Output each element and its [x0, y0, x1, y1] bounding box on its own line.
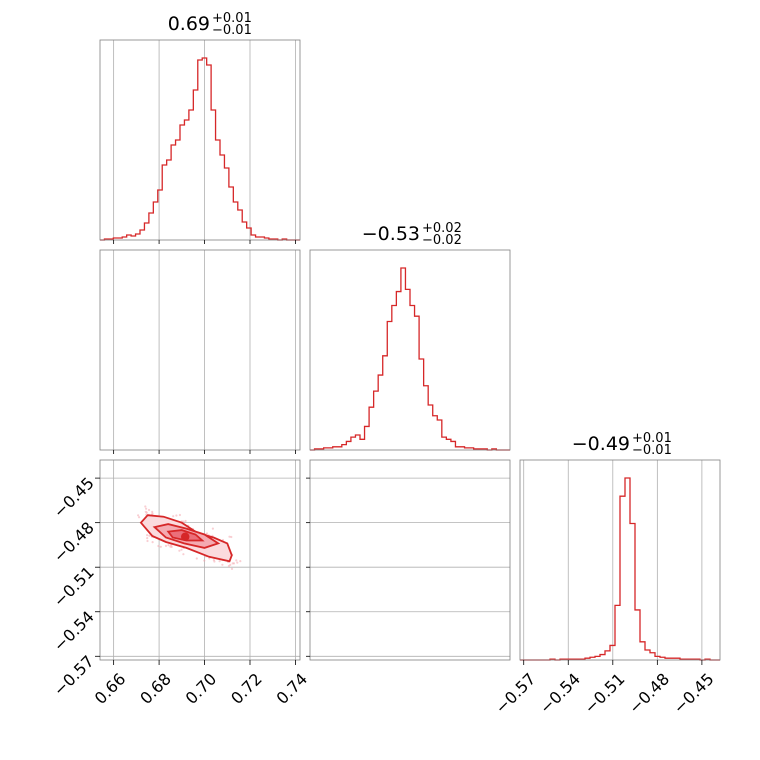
sample-point: [195, 557, 198, 560]
sample-point: [213, 560, 216, 563]
sample-point: [175, 514, 178, 517]
x-tick-label: 0.66: [91, 669, 130, 708]
sample-point: [151, 510, 154, 513]
x-tick-label: −0.48: [625, 669, 673, 717]
sample-point: [146, 534, 149, 537]
axes-layer: [95, 39, 721, 665]
sample-point: [221, 563, 224, 566]
histogram-1: [100, 57, 300, 241]
panel-frame: [99, 39, 301, 241]
sample-point: [137, 514, 140, 517]
panel-title-3: −0.49 +0.01−0.01: [572, 431, 672, 458]
histogram-2: [310, 267, 510, 451]
x-tick-label: −0.57: [491, 669, 539, 717]
sample-point: [229, 563, 232, 567]
x-tick-label: 0.74: [273, 669, 312, 708]
sample-point: [231, 562, 234, 565]
title-value: 0.69: [168, 13, 210, 35]
x-tick-label: −0.54: [536, 669, 584, 717]
x-tick-label: −0.45: [670, 669, 718, 717]
sample-point: [178, 513, 181, 517]
sample-point: [211, 527, 214, 530]
sample-point: [148, 534, 151, 537]
sample-point: [172, 515, 175, 518]
sample-point: [218, 560, 221, 563]
sample-point: [159, 545, 162, 548]
sample-point: [184, 519, 187, 523]
sample-point: [138, 516, 141, 519]
y-tick-label: −0.54: [50, 607, 98, 655]
sample-point: [146, 539, 149, 543]
contour-core-2: [180, 532, 190, 542]
title-lower-error: −0.02: [422, 233, 462, 248]
sample-point: [167, 544, 170, 547]
sample-point: [239, 560, 242, 563]
x-tick-label: 0.70: [182, 669, 221, 708]
sample-point: [235, 559, 238, 562]
sample-point: [151, 541, 154, 544]
title-lower-error: −0.01: [212, 23, 252, 38]
sample-point: [145, 507, 148, 510]
panel-title-2: −0.53 +0.02−0.02: [362, 221, 462, 248]
y-tick-label: −0.57: [50, 652, 98, 700]
x-tick-label: 0.68: [136, 669, 175, 708]
title-value: −0.53: [362, 223, 420, 245]
title-upper-error: +0.01: [632, 431, 672, 446]
sample-point: [182, 553, 185, 556]
sample-point: [230, 535, 233, 539]
panel-frame: [99, 249, 301, 451]
sample-point: [144, 505, 147, 508]
y-tick-label: −0.48: [50, 518, 98, 566]
sample-point: [144, 510, 147, 513]
sample-point: [203, 559, 206, 562]
sample-point: [228, 535, 231, 538]
sample-point: [147, 508, 151, 512]
title-upper-error: +0.02: [422, 221, 462, 236]
title-upper-error: +0.01: [212, 11, 252, 26]
sample-point: [182, 520, 185, 523]
y-tick-label: −0.45: [50, 473, 98, 521]
x-tick-label: −0.51: [580, 669, 628, 717]
data-layer: [100, 57, 720, 661]
x-tick-label: 0.72: [227, 669, 266, 708]
panel-title-1: 0.69 +0.01−0.01: [168, 11, 252, 38]
sample-point: [236, 561, 239, 564]
sample-point: [205, 532, 209, 535]
sample-point: [180, 548, 183, 551]
panel-frame: [309, 249, 511, 451]
sample-point: [230, 567, 234, 571]
panel-frame: [99, 459, 301, 661]
sample-point: [178, 549, 181, 552]
sample-point: [164, 544, 168, 548]
histogram-3: [520, 477, 720, 661]
panel-frame: [519, 459, 721, 661]
sample-point: [146, 537, 149, 540]
title-value: −0.49: [572, 433, 630, 455]
sample-point: [157, 544, 160, 548]
y-tick-label: −0.51: [50, 563, 98, 611]
panel-frame: [309, 459, 511, 661]
title-lower-error: −0.01: [632, 443, 672, 458]
grid-layer: [100, 40, 703, 660]
